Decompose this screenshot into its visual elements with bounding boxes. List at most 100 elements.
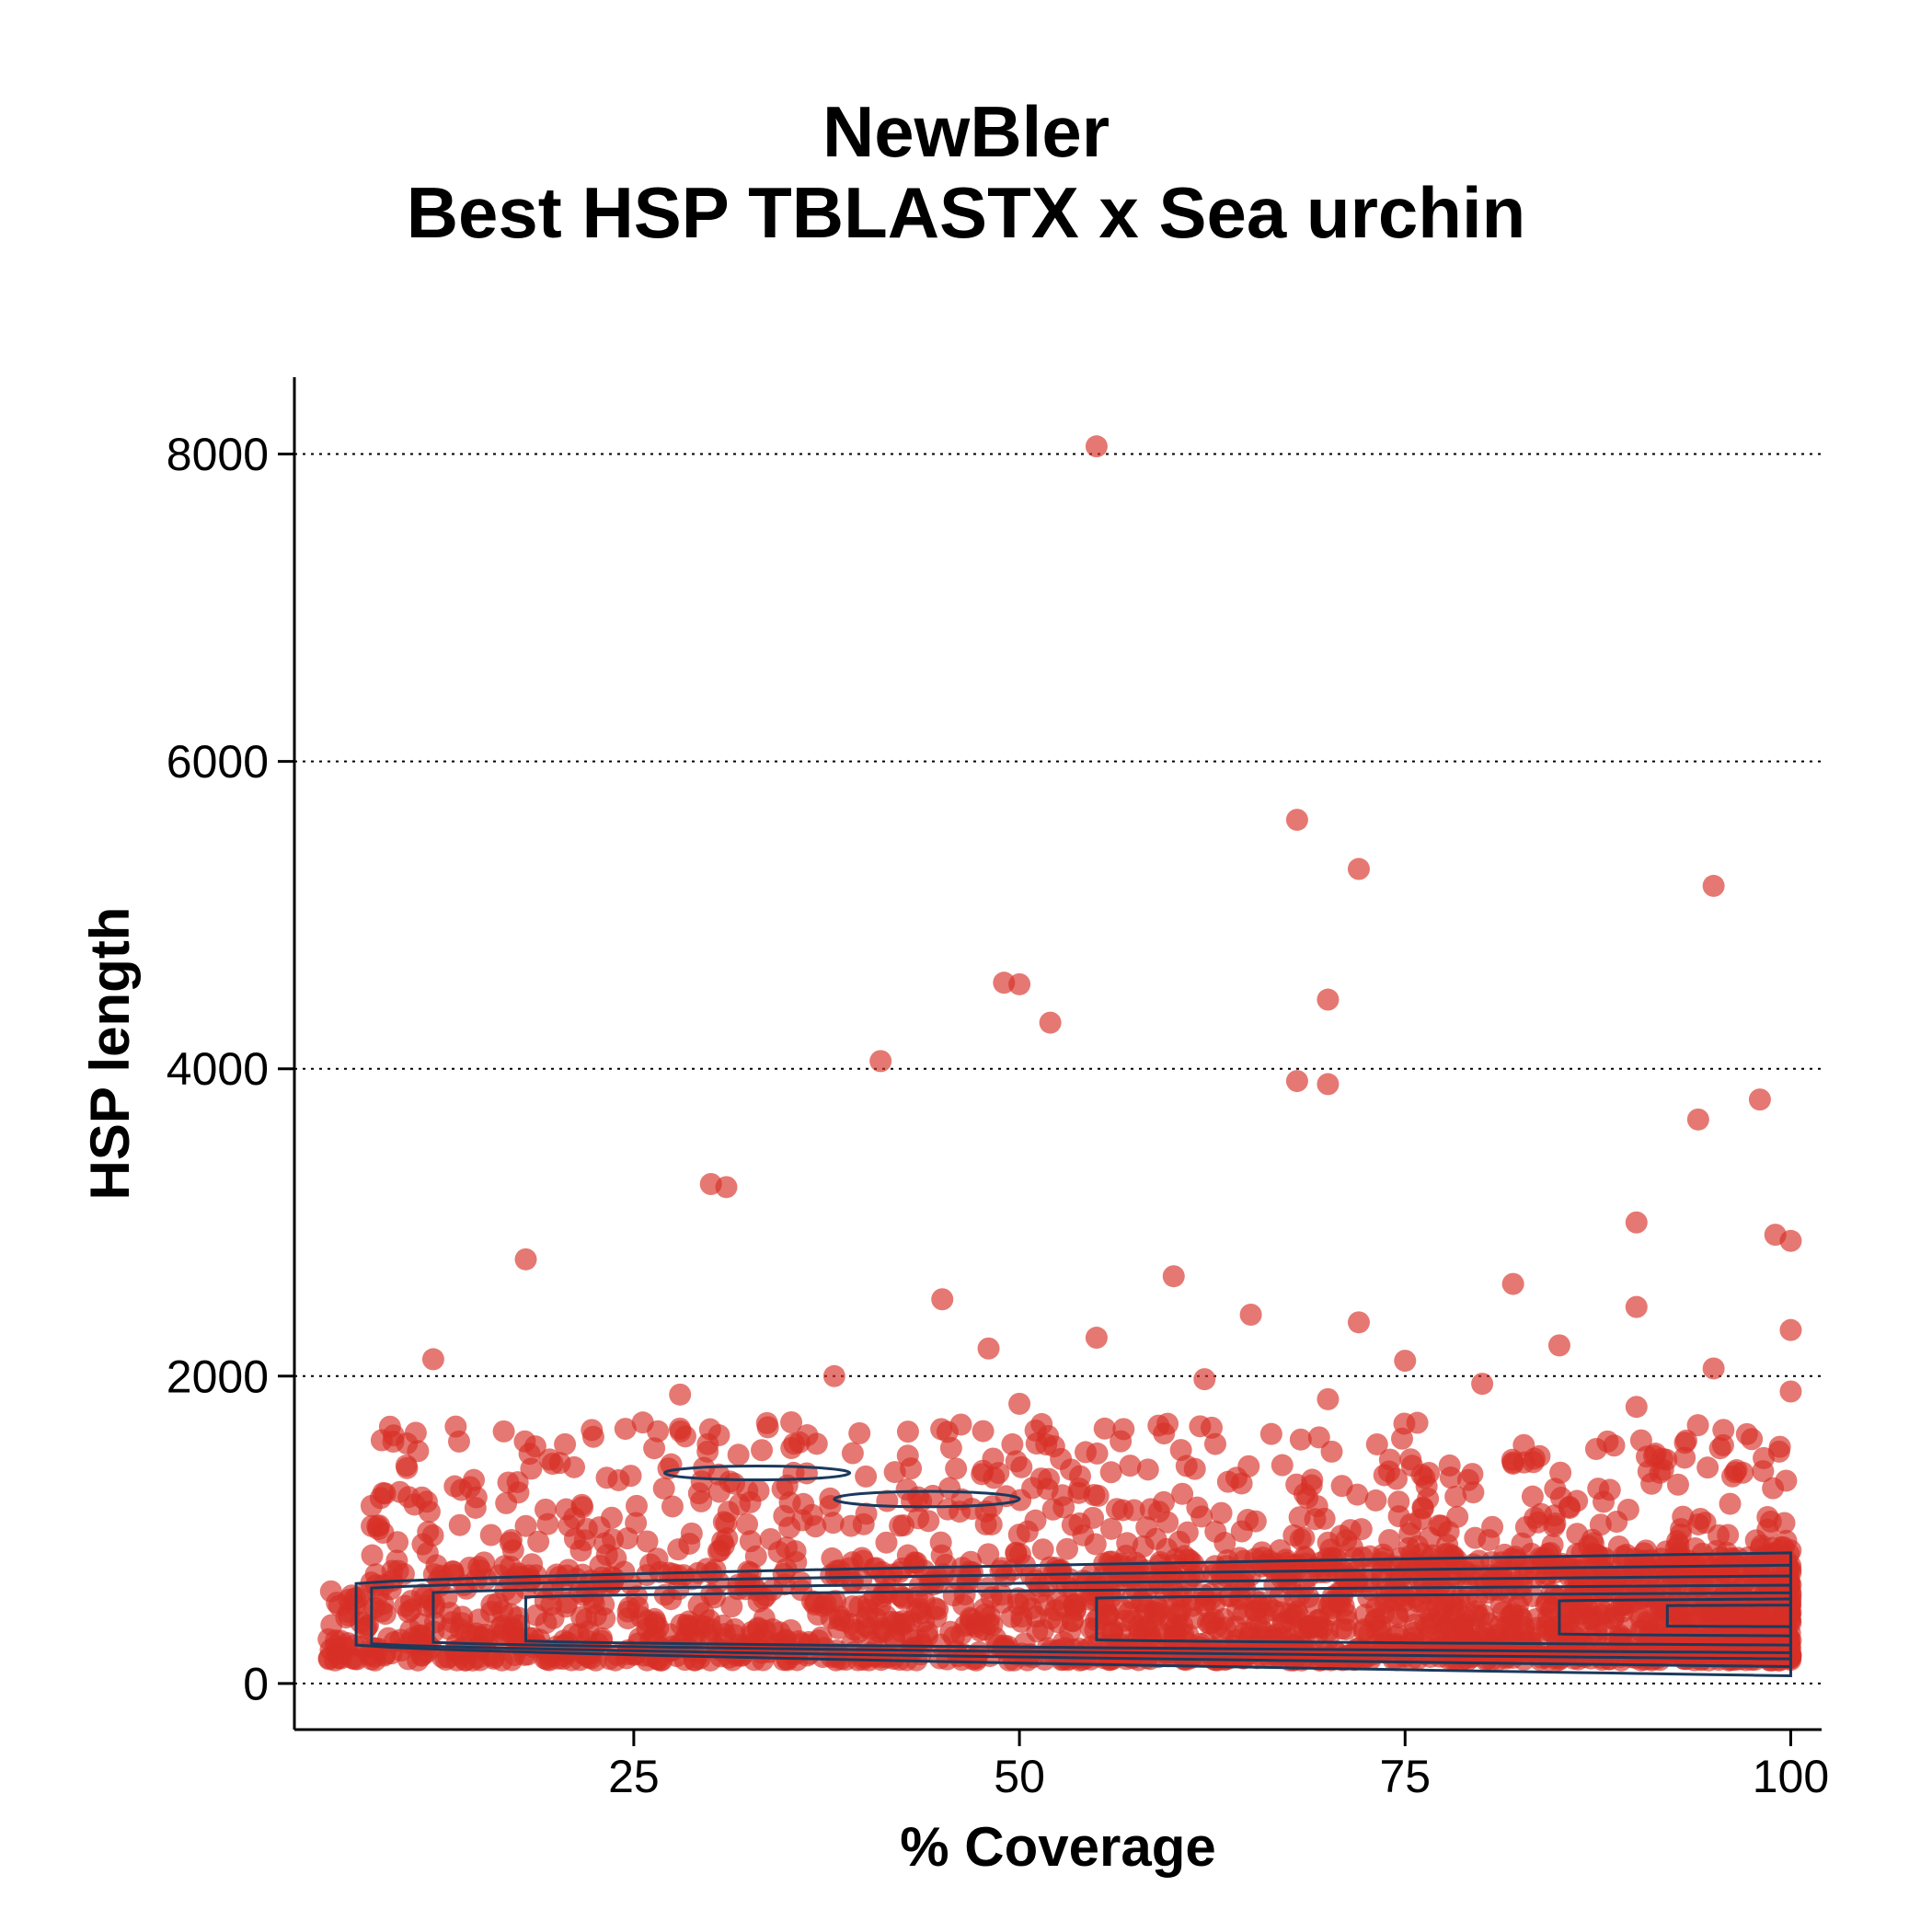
data-point bbox=[569, 1539, 592, 1561]
chart-title-line2: Best HSP TBLASTX x Sea urchin bbox=[407, 172, 1526, 253]
data-point bbox=[1163, 1265, 1185, 1287]
data-point bbox=[1317, 1073, 1339, 1095]
data-point bbox=[1075, 1441, 1097, 1463]
data-point bbox=[1501, 1449, 1524, 1471]
data-point bbox=[1156, 1512, 1179, 1534]
data-point bbox=[455, 1623, 477, 1645]
data-point bbox=[1644, 1443, 1666, 1465]
data-point bbox=[931, 1288, 953, 1310]
data-point bbox=[1052, 1484, 1074, 1506]
data-point bbox=[1407, 1535, 1429, 1558]
data-point bbox=[1626, 1396, 1648, 1418]
data-point bbox=[571, 1496, 593, 1518]
data-point bbox=[1030, 1467, 1052, 1489]
data-point bbox=[593, 1607, 615, 1629]
data-point bbox=[1776, 1530, 1798, 1552]
data-point bbox=[1193, 1368, 1215, 1390]
data-point bbox=[1779, 1319, 1801, 1341]
data-point bbox=[527, 1531, 549, 1553]
data-point bbox=[760, 1528, 782, 1550]
data-point bbox=[463, 1469, 485, 1491]
data-point bbox=[1444, 1486, 1466, 1508]
data-point bbox=[897, 1420, 919, 1443]
data-point bbox=[517, 1643, 539, 1665]
data-point bbox=[647, 1420, 669, 1443]
data-point bbox=[1696, 1456, 1719, 1478]
data-point bbox=[1331, 1475, 1353, 1497]
data-point bbox=[780, 1411, 802, 1433]
data-point bbox=[1171, 1483, 1193, 1505]
data-point bbox=[525, 1604, 547, 1627]
data-point bbox=[1727, 1604, 1749, 1626]
data-point bbox=[1321, 1597, 1343, 1619]
data-point bbox=[696, 1441, 719, 1463]
data-point bbox=[1006, 1450, 1028, 1472]
data-point bbox=[554, 1433, 576, 1455]
data-point bbox=[1366, 1433, 1388, 1455]
data-point bbox=[981, 1614, 1003, 1636]
data-point bbox=[939, 1621, 961, 1643]
data-point bbox=[1528, 1445, 1550, 1467]
data-point bbox=[1177, 1522, 1199, 1544]
data-point bbox=[581, 1419, 603, 1441]
data-point bbox=[500, 1532, 522, 1554]
data-point bbox=[1414, 1612, 1436, 1634]
data-point bbox=[669, 1384, 691, 1406]
data-point bbox=[792, 1493, 814, 1515]
xtick-label: 100 bbox=[1753, 1751, 1829, 1802]
data-point bbox=[1324, 1640, 1346, 1662]
data-point bbox=[480, 1524, 502, 1547]
data-point bbox=[1471, 1373, 1493, 1395]
data-point bbox=[666, 1564, 688, 1586]
data-point bbox=[1585, 1438, 1607, 1460]
data-point bbox=[507, 1562, 529, 1584]
data-point bbox=[896, 1478, 918, 1501]
data-point bbox=[1502, 1273, 1524, 1295]
data-point bbox=[1286, 809, 1308, 831]
data-point bbox=[1393, 1412, 1415, 1434]
data-point bbox=[736, 1513, 758, 1535]
data-point bbox=[419, 1501, 441, 1523]
data-point bbox=[596, 1544, 618, 1566]
data-point bbox=[1707, 1611, 1729, 1633]
data-point bbox=[387, 1560, 409, 1582]
data-point bbox=[1286, 1070, 1308, 1092]
data-point bbox=[1769, 1436, 1791, 1458]
data-point bbox=[519, 1443, 541, 1465]
data-point bbox=[1745, 1529, 1767, 1551]
data-point bbox=[937, 1420, 959, 1443]
data-point bbox=[1643, 1586, 1665, 1608]
data-point bbox=[368, 1514, 390, 1536]
data-point bbox=[489, 1616, 511, 1639]
data-point bbox=[1457, 1564, 1479, 1586]
data-point bbox=[1144, 1604, 1167, 1627]
data-point bbox=[1348, 1311, 1370, 1333]
y-axis-label: HSP length bbox=[79, 907, 141, 1201]
data-point bbox=[728, 1443, 750, 1466]
data-point bbox=[1521, 1543, 1543, 1565]
data-point bbox=[1040, 1012, 1062, 1034]
data-point bbox=[778, 1517, 800, 1539]
data-point bbox=[869, 1050, 891, 1072]
ytick-label: 6000 bbox=[167, 736, 269, 788]
chart-container: 25507510002000400060008000NewBlerBest HS… bbox=[0, 0, 1932, 1932]
data-point bbox=[1478, 1529, 1500, 1551]
data-point bbox=[1515, 1516, 1537, 1538]
data-point bbox=[1741, 1428, 1763, 1450]
data-point bbox=[1779, 1381, 1801, 1403]
data-point bbox=[1068, 1512, 1090, 1535]
data-point bbox=[889, 1514, 911, 1536]
data-point bbox=[1087, 1485, 1110, 1507]
xtick-label: 75 bbox=[1379, 1751, 1431, 1802]
data-point bbox=[844, 1618, 866, 1640]
data-point bbox=[1703, 1357, 1725, 1379]
data-point bbox=[1721, 1466, 1743, 1488]
data-point bbox=[975, 1513, 997, 1535]
data-point bbox=[972, 1420, 995, 1443]
data-point bbox=[1032, 1538, 1054, 1560]
data-point bbox=[647, 1616, 669, 1639]
ytick-label: 4000 bbox=[167, 1043, 269, 1095]
data-point bbox=[972, 1460, 994, 1482]
data-point bbox=[617, 1601, 639, 1623]
data-point bbox=[362, 1545, 384, 1567]
